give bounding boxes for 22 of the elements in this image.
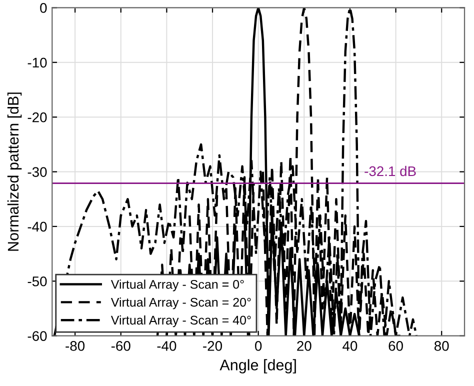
y-tick-label: -20 xyxy=(28,112,47,122)
x-tick-label: 20 xyxy=(297,341,312,351)
x-tick-label: 0 xyxy=(255,341,262,351)
legend-label: Virtual Array - Scan = 0° xyxy=(110,280,244,292)
y-axis-title: Normalized pattern [dB] xyxy=(7,92,22,251)
x-tick-label: -60 xyxy=(111,341,130,351)
x-tick-label: -40 xyxy=(157,341,176,351)
x-tick-label: 60 xyxy=(388,341,403,351)
x-tick-label: 80 xyxy=(434,341,449,351)
y-tick-label: -50 xyxy=(28,276,47,286)
x-axis-title: Angle [deg] xyxy=(220,359,296,374)
ref-line-label: -32.1 dB xyxy=(364,166,416,176)
y-tick-label: -60 xyxy=(28,331,47,341)
x-tick-label: -20 xyxy=(203,341,222,351)
y-tick-label: -40 xyxy=(28,222,47,232)
x-tick-label: 40 xyxy=(342,341,358,351)
y-tick-label: -10 xyxy=(28,58,47,68)
legend-label: Virtual Array - Scan = 40° xyxy=(110,315,251,328)
legend-label: Virtual Array - Scan = 20° xyxy=(110,298,251,310)
y-tick-label: 0 xyxy=(40,3,47,13)
y-tick-label: -30 xyxy=(28,167,47,177)
x-tick-label: -80 xyxy=(66,341,85,351)
